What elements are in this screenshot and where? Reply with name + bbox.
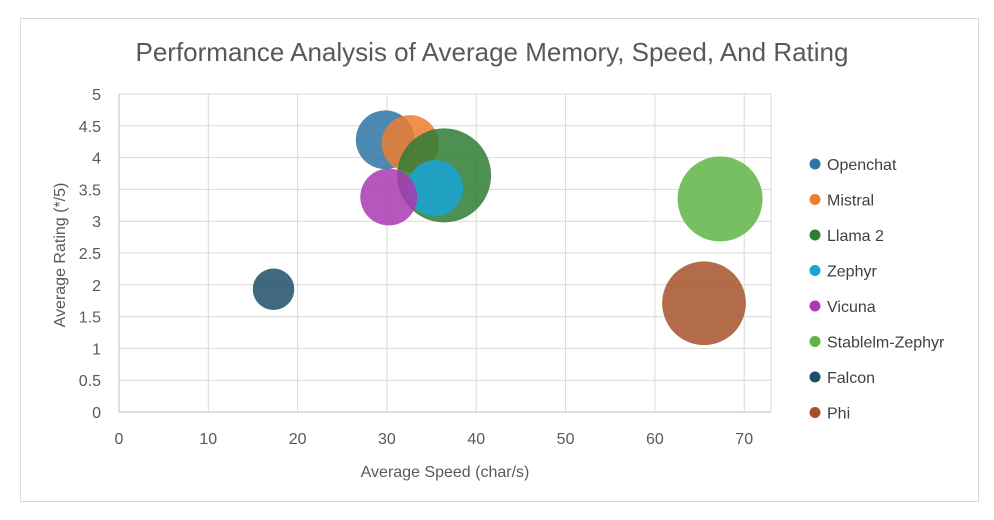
y-tick-label: 1.5: [79, 310, 101, 327]
y-axis-label: Average Rating (*/5): [52, 183, 69, 328]
y-tick-label: 4: [92, 151, 101, 168]
x-tick-label: 10: [199, 431, 217, 448]
bubble-phi[interactable]: [662, 261, 746, 346]
x-tick-label: 0: [115, 431, 124, 448]
legend-marker-openchat: [809, 158, 821, 170]
y-tick-label: 3.5: [79, 182, 101, 199]
legend-marker-vicuna: [809, 300, 821, 312]
x-tick-label: 40: [467, 431, 485, 448]
legend-label-llama-2: Llama 2: [827, 228, 884, 245]
x-tick-label: 50: [557, 431, 575, 448]
bubble-vicuna[interactable]: [360, 168, 418, 226]
legend-label-mistral: Mistral: [827, 193, 874, 210]
legend-label-phi: Phi: [827, 406, 850, 423]
legend-label-falcon: Falcon: [827, 370, 875, 387]
x-tick-label: 20: [289, 431, 307, 448]
y-tick-label: 1: [92, 341, 101, 358]
y-tick-label: 0.5: [79, 373, 101, 390]
legend-marker-falcon: [809, 371, 821, 383]
chart-title: Performance Analysis of Average Memory, …: [136, 37, 849, 67]
bubble-chart: Performance Analysis of Average Memory, …: [52, 37, 945, 481]
bubble-zephyr[interactable]: [407, 160, 464, 217]
y-tick-label: 0: [92, 405, 101, 422]
x-axis-label: Average Speed (char/s): [361, 464, 530, 481]
legend: Openchat Mistral Llama 2 Zephyr Vicuna Stable…: [809, 157, 945, 423]
bubble-layer: [252, 110, 763, 346]
legend-label-stablelm-zephyr: Stablelm-Zephyr: [827, 335, 945, 352]
y-tick-label: 4.5: [79, 119, 101, 136]
x-tick-label: 30: [378, 431, 396, 448]
y-tick-label: 5: [92, 87, 101, 104]
y-tick-label: 3: [92, 214, 101, 231]
tick-layer: 00.511.522.533.544.550 10 20 30 40 50 60 70: [79, 87, 753, 448]
y-tick-label: 2: [92, 278, 101, 295]
legend-marker-mistral: [809, 194, 821, 205]
x-tick-label: 60: [646, 431, 664, 448]
x-tick-label: 70: [735, 431, 753, 448]
legend-label-openchat: Openchat: [827, 157, 897, 174]
legend-marker-stablelm-zephyr: [809, 336, 821, 347]
y-tick-label: 2.5: [79, 246, 101, 263]
bubble-falcon[interactable]: [252, 268, 295, 311]
bubble-stablelm-zephyr[interactable]: [677, 156, 763, 242]
legend-marker-zephyr: [809, 265, 821, 276]
legend-marker-phi: [809, 407, 821, 418]
grid-layer: [118, 93, 772, 413]
legend-marker-llama-2: [809, 229, 821, 241]
legend-label-zephyr: Zephyr: [827, 264, 877, 281]
chart-frame: Performance Analysis of Average Memory, …: [20, 18, 979, 502]
legend-label-vicuna: Vicuna: [827, 299, 876, 316]
